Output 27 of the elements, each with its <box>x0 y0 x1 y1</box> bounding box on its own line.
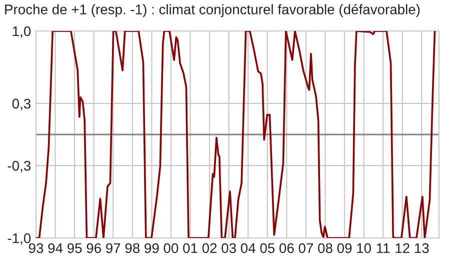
x-tick-label: 00 <box>164 243 178 254</box>
x-tick-label: 02 <box>202 243 217 254</box>
x-tick-label: 96 <box>86 243 101 254</box>
x-tick-label: 98 <box>125 243 140 254</box>
y-tick-label: -0,3 <box>8 160 31 172</box>
chart-title: Proche de +1 (resp. -1) : climat conjoncturel favorable (défavorable) <box>5 4 420 18</box>
y-tick-label: 1,0 <box>12 26 31 38</box>
x-tick-label: 09 <box>337 243 352 254</box>
x-tick-label: 99 <box>144 243 159 254</box>
x-tick-label: 95 <box>67 243 82 254</box>
line-series <box>36 31 436 238</box>
x-tick-label: 07 <box>298 243 313 254</box>
x-tick-label: 11 <box>376 243 390 253</box>
x-tick-label: 93 <box>28 243 44 254</box>
x-tick-label: 10 <box>357 243 371 254</box>
x-tick-label: 04 <box>240 243 256 254</box>
y-tick-label: -1,0 <box>8 233 31 245</box>
x-tick-label: 97 <box>106 243 120 254</box>
x-tick-label: 13 <box>414 243 429 254</box>
x-tick-label: 05 <box>260 243 275 254</box>
x-tick-label: 08 <box>318 243 332 254</box>
x-tick-label: 03 <box>222 243 236 254</box>
x-tick-label: 94 <box>48 243 63 254</box>
x-tick-label: 12 <box>396 243 410 253</box>
x-tick-label: 01 <box>183 243 198 254</box>
x-tick-label: 06 <box>279 243 294 254</box>
y-tick-label: 0,3 <box>12 98 31 110</box>
